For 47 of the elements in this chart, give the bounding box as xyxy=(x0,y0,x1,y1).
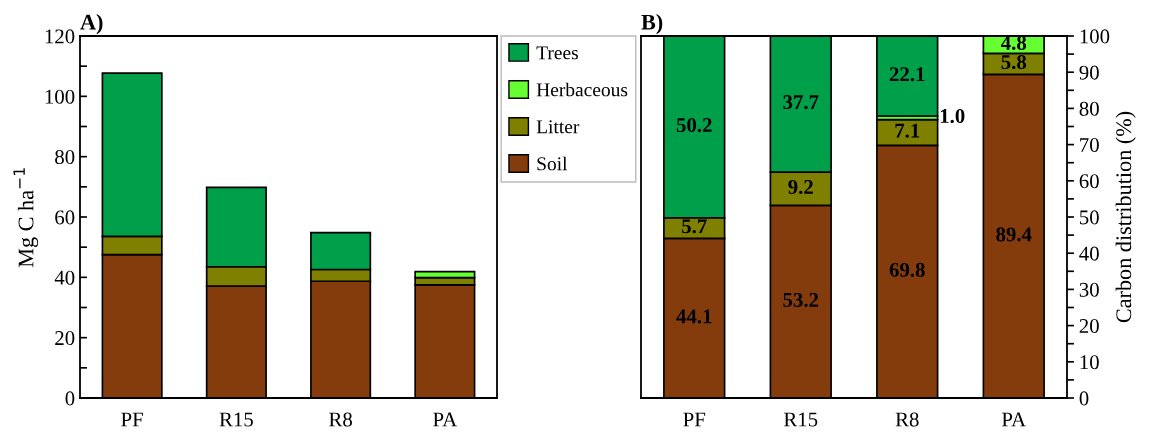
y2-tick-label: 50 xyxy=(1080,210,1099,225)
data-label: 5.7 xyxy=(682,219,707,234)
data-label: 69.8 xyxy=(889,262,925,277)
chart-title: B) xyxy=(641,14,663,35)
x-tick-label: R8 xyxy=(895,412,919,427)
y2-tick-label: 80 xyxy=(1079,101,1099,116)
y2-tick-label: 0 xyxy=(1079,391,1089,406)
y2-tick-label: 100 xyxy=(1080,29,1110,44)
legend-label: Litter xyxy=(536,120,580,134)
y-tick-label: 80 xyxy=(55,150,75,165)
data-label: 22.1 xyxy=(889,67,925,82)
y2-tick-label: 20 xyxy=(1079,318,1099,334)
y2-axis-title: Carbon distribution (%) xyxy=(1115,111,1136,323)
y2-tick-label: 70 xyxy=(1080,137,1099,153)
y-tick-label: 60 xyxy=(55,210,75,225)
chart-title: A) xyxy=(80,14,103,35)
x-tick-label: R15 xyxy=(783,412,818,427)
legend-label: Trees xyxy=(536,46,578,60)
y-tick-label: 0 xyxy=(65,391,75,406)
data-label: 50.2 xyxy=(676,118,712,133)
x-tick-label: PA xyxy=(433,412,458,427)
x-tick-label: PF xyxy=(121,412,143,427)
data-label: 7.1 xyxy=(895,123,920,138)
y-axis-title: Mg C ha$^{−1}$ xyxy=(13,168,39,268)
y-tick-label: 120 xyxy=(45,29,75,44)
data-label: 37.7 xyxy=(783,95,819,110)
data-label: 9.2 xyxy=(788,179,813,195)
legend-label: Soil xyxy=(537,156,568,171)
x-tick-label: R15 xyxy=(219,412,253,427)
data-label: 1.0 xyxy=(940,108,965,124)
y-tick-label: 100 xyxy=(45,89,75,104)
data-label: 5.8 xyxy=(1001,55,1027,70)
legend-label: Herbaceous xyxy=(536,82,628,97)
y2-tick-label: 10 xyxy=(1080,355,1099,370)
y-tick-label: 20 xyxy=(55,331,75,346)
data-label: 4.8 xyxy=(1001,35,1027,50)
x-tick-label: PA xyxy=(1001,412,1026,427)
y2-tick-label: 40 xyxy=(1079,246,1099,261)
x-tick-label: R8 xyxy=(329,412,352,427)
y2-tick-label: 60 xyxy=(1079,174,1099,189)
y2-tick-label: 90 xyxy=(1079,65,1099,80)
data-label: 44.1 xyxy=(676,309,712,324)
y-tick-label: 40 xyxy=(54,270,75,285)
x-tick-label: PF xyxy=(683,412,706,427)
data-label: 53.2 xyxy=(783,292,819,308)
data-label: 89.4 xyxy=(996,227,1032,242)
y2-tick-label: 30 xyxy=(1079,282,1099,297)
